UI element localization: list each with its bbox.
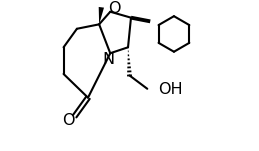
Polygon shape [131, 16, 150, 23]
Text: O: O [109, 1, 121, 16]
Text: N: N [102, 52, 114, 67]
Text: OH: OH [158, 82, 182, 97]
Text: O: O [62, 113, 75, 128]
Polygon shape [99, 7, 104, 24]
